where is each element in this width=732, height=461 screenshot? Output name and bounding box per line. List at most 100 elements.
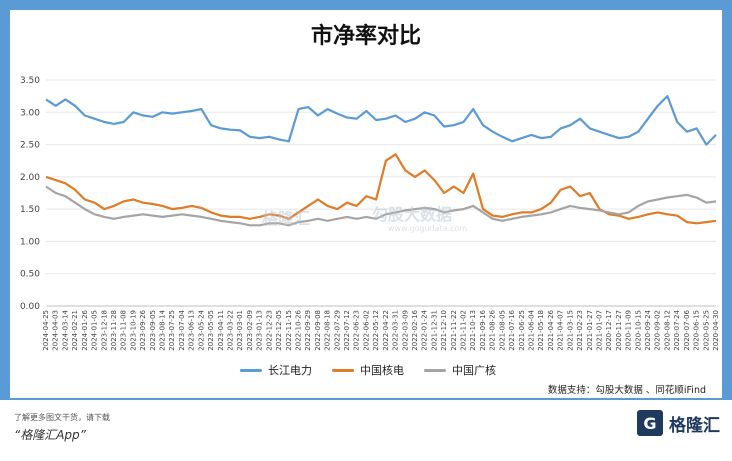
x-tick-label: 2022-03-31 xyxy=(392,310,400,351)
chart-title: 市净率对比 xyxy=(310,24,421,49)
legend-label-series-3: 中国广核 xyxy=(452,364,496,377)
y-tick-label: 3.50 xyxy=(20,76,40,86)
y-tick-label: 1.00 xyxy=(20,237,40,247)
x-tick-label: 2020-06-15 xyxy=(693,310,701,351)
y-tick-label: 2.00 xyxy=(20,173,40,183)
x-tick-label: 2023-08-14 xyxy=(159,309,167,350)
x-tick-label: 2020-09-24 xyxy=(644,309,652,350)
x-tick-label: 2021-04-07 xyxy=(557,310,565,351)
x-tick-label: 2023-03-22 xyxy=(226,310,234,351)
x-tick-label: 2020-09-02 xyxy=(654,310,662,351)
x-tick-label: 2020-07-06 xyxy=(683,309,691,350)
x-tick-label: 2023-09-05 xyxy=(149,310,157,351)
x-tick-label: 2021-07-16 xyxy=(508,309,516,350)
watermark-brand: 格隆汇 xyxy=(262,209,311,228)
x-tick-label: 2021-12-10 xyxy=(440,310,448,351)
x-tick-label: 2022-04-22 xyxy=(382,310,390,351)
x-tick-label: 2022-11-15 xyxy=(285,310,293,351)
y-tick-label: 0.00 xyxy=(20,302,40,312)
x-tick-label: 2023-11-28 xyxy=(110,310,118,351)
x-tick-label: 2021-09-16 xyxy=(479,309,487,350)
x-tick-label: 2024-01-26 xyxy=(81,309,89,350)
x-tick-label: 2020-07-24 xyxy=(673,309,681,350)
x-tick-label: 2023-09-26 xyxy=(139,309,147,350)
x-tick-label: 2020-11-27 xyxy=(615,310,623,351)
series-line-1 xyxy=(45,95,717,146)
x-tick-label: 2021-10-13 xyxy=(469,310,477,351)
x-tick-label: 2021-06-04 xyxy=(528,309,536,350)
x-tick-label: 2024-01-05 xyxy=(91,310,99,351)
chart-card xyxy=(0,0,732,400)
x-tick-label: 2021-12-31 xyxy=(430,310,438,351)
logo-text: 格隆汇 xyxy=(669,415,720,436)
x-tick-label: 2020-08-12 xyxy=(663,310,671,351)
legend-label-series-1: 长江电力 xyxy=(268,364,312,377)
series-line-3 xyxy=(45,185,717,227)
x-tick-label: 2023-04-11 xyxy=(217,310,225,351)
footer-logo: G 格隆汇 xyxy=(637,410,720,436)
y-tick-label: 1.50 xyxy=(20,205,40,215)
legend-label-series-2: 中国核电 xyxy=(360,364,404,377)
x-tick-label: 2023-07-04 xyxy=(178,309,186,350)
x-tick-label: 2022-07-29 xyxy=(333,310,341,351)
footer-note: 了解更多图文干货，请下载 xyxy=(14,413,110,422)
x-tick-label: 2023-05-05 xyxy=(207,310,215,351)
x-tick-label: 2021-04-26 xyxy=(547,309,555,350)
chart-panel xyxy=(10,10,722,398)
x-tick-label: 2024-03-14 xyxy=(61,309,69,350)
x-tick-label: 2021-01-27 xyxy=(586,310,594,351)
x-tick-label: 2021-08-26 xyxy=(489,309,497,350)
x-tick-label: 2023-12-18 xyxy=(100,310,108,351)
x-tick-label: 2023-01-13 xyxy=(256,310,264,351)
legend-swatch-series-1 xyxy=(240,368,262,372)
x-tick-label: 2021-11-22 xyxy=(450,310,458,351)
watermark-url: www.gogudata.com xyxy=(388,224,468,233)
y-tick-label: 0.50 xyxy=(20,270,40,280)
x-tick-label: 2023-07-25 xyxy=(168,310,176,351)
watermark-data: 勾股大数据 xyxy=(372,205,453,224)
x-tick-label: 2024-04-25 xyxy=(42,310,50,351)
x-tick-label: 2021-11-02 xyxy=(460,310,468,351)
x-tick-label: 2022-08-18 xyxy=(324,310,332,351)
logo-g-icon: G xyxy=(637,410,663,436)
x-tick-label: 2022-12-05 xyxy=(275,310,283,351)
x-tick-label: 2022-10-26 xyxy=(294,309,302,350)
x-tick-label: 2022-07-12 xyxy=(343,310,351,351)
legend-swatch-series-3 xyxy=(424,368,446,372)
y-tick-label: 3.00 xyxy=(20,108,40,118)
y-tick-label: 2.50 xyxy=(20,141,40,151)
x-tick-label: 2022-02-16 xyxy=(411,309,419,350)
x-tick-label: 2020-12-17 xyxy=(605,310,613,351)
x-tick-label: 2020-11-09 xyxy=(625,310,633,351)
footer: 了解更多图文干货，请下载 “格隆汇App” G 格隆汇 xyxy=(0,400,732,461)
source-note: 数据支持：勾股大数据 、同花顺iFind xyxy=(547,385,706,396)
x-tick-label: 2024-04-03 xyxy=(52,310,60,351)
x-tick-label: 2022-06-02 xyxy=(362,310,370,351)
footer-app-name: “格隆汇App” xyxy=(14,428,86,442)
x-tick-label: 2023-02-09 xyxy=(246,310,254,351)
x-tick-label: 2023-10-19 xyxy=(129,310,137,351)
x-tick-label: 2022-12-23 xyxy=(265,310,273,351)
x-tick-label: 2020-04-30 xyxy=(712,310,720,351)
x-tick-label: 2022-09-08 xyxy=(314,310,322,351)
x-tick-label: 2023-03-01 xyxy=(236,310,244,351)
x-tick-label: 2021-08-05 xyxy=(498,310,506,351)
x-tick-label: 2023-05-24 xyxy=(197,309,205,350)
x-tick-label: 2024-02-21 xyxy=(71,310,79,351)
legend-item-series-2: 中国核电 xyxy=(332,362,404,378)
x-tick-label: 2022-06-23 xyxy=(353,310,361,351)
x-tick-label: 2022-03-09 xyxy=(401,310,409,351)
x-tick-label: 2020-05-25 xyxy=(702,310,710,351)
x-tick-label: 2021-02-23 xyxy=(576,310,584,351)
x-tick-label: 2021-05-18 xyxy=(537,310,545,351)
x-tick-label: 2021-03-15 xyxy=(566,310,574,351)
chart-plot: 0.00 0.50 1.00 1.50 2.00 2.50 3.00 3.50 2024-04-… xyxy=(20,76,720,351)
x-tick-label: 2022-05-12 xyxy=(372,310,380,351)
x-tick-label: 2023-11-08 xyxy=(120,310,128,351)
x-tick-label: 2022-09-29 xyxy=(304,310,312,351)
legend-swatch-series-2 xyxy=(332,368,354,372)
chart-legend: 长江电力 中国核电 中国广核 xyxy=(240,362,540,378)
x-tick-label: 2020-10-15 xyxy=(634,310,642,351)
legend-item-series-3: 中国广核 xyxy=(424,362,496,378)
x-tick-label: 2023-06-13 xyxy=(188,310,196,351)
